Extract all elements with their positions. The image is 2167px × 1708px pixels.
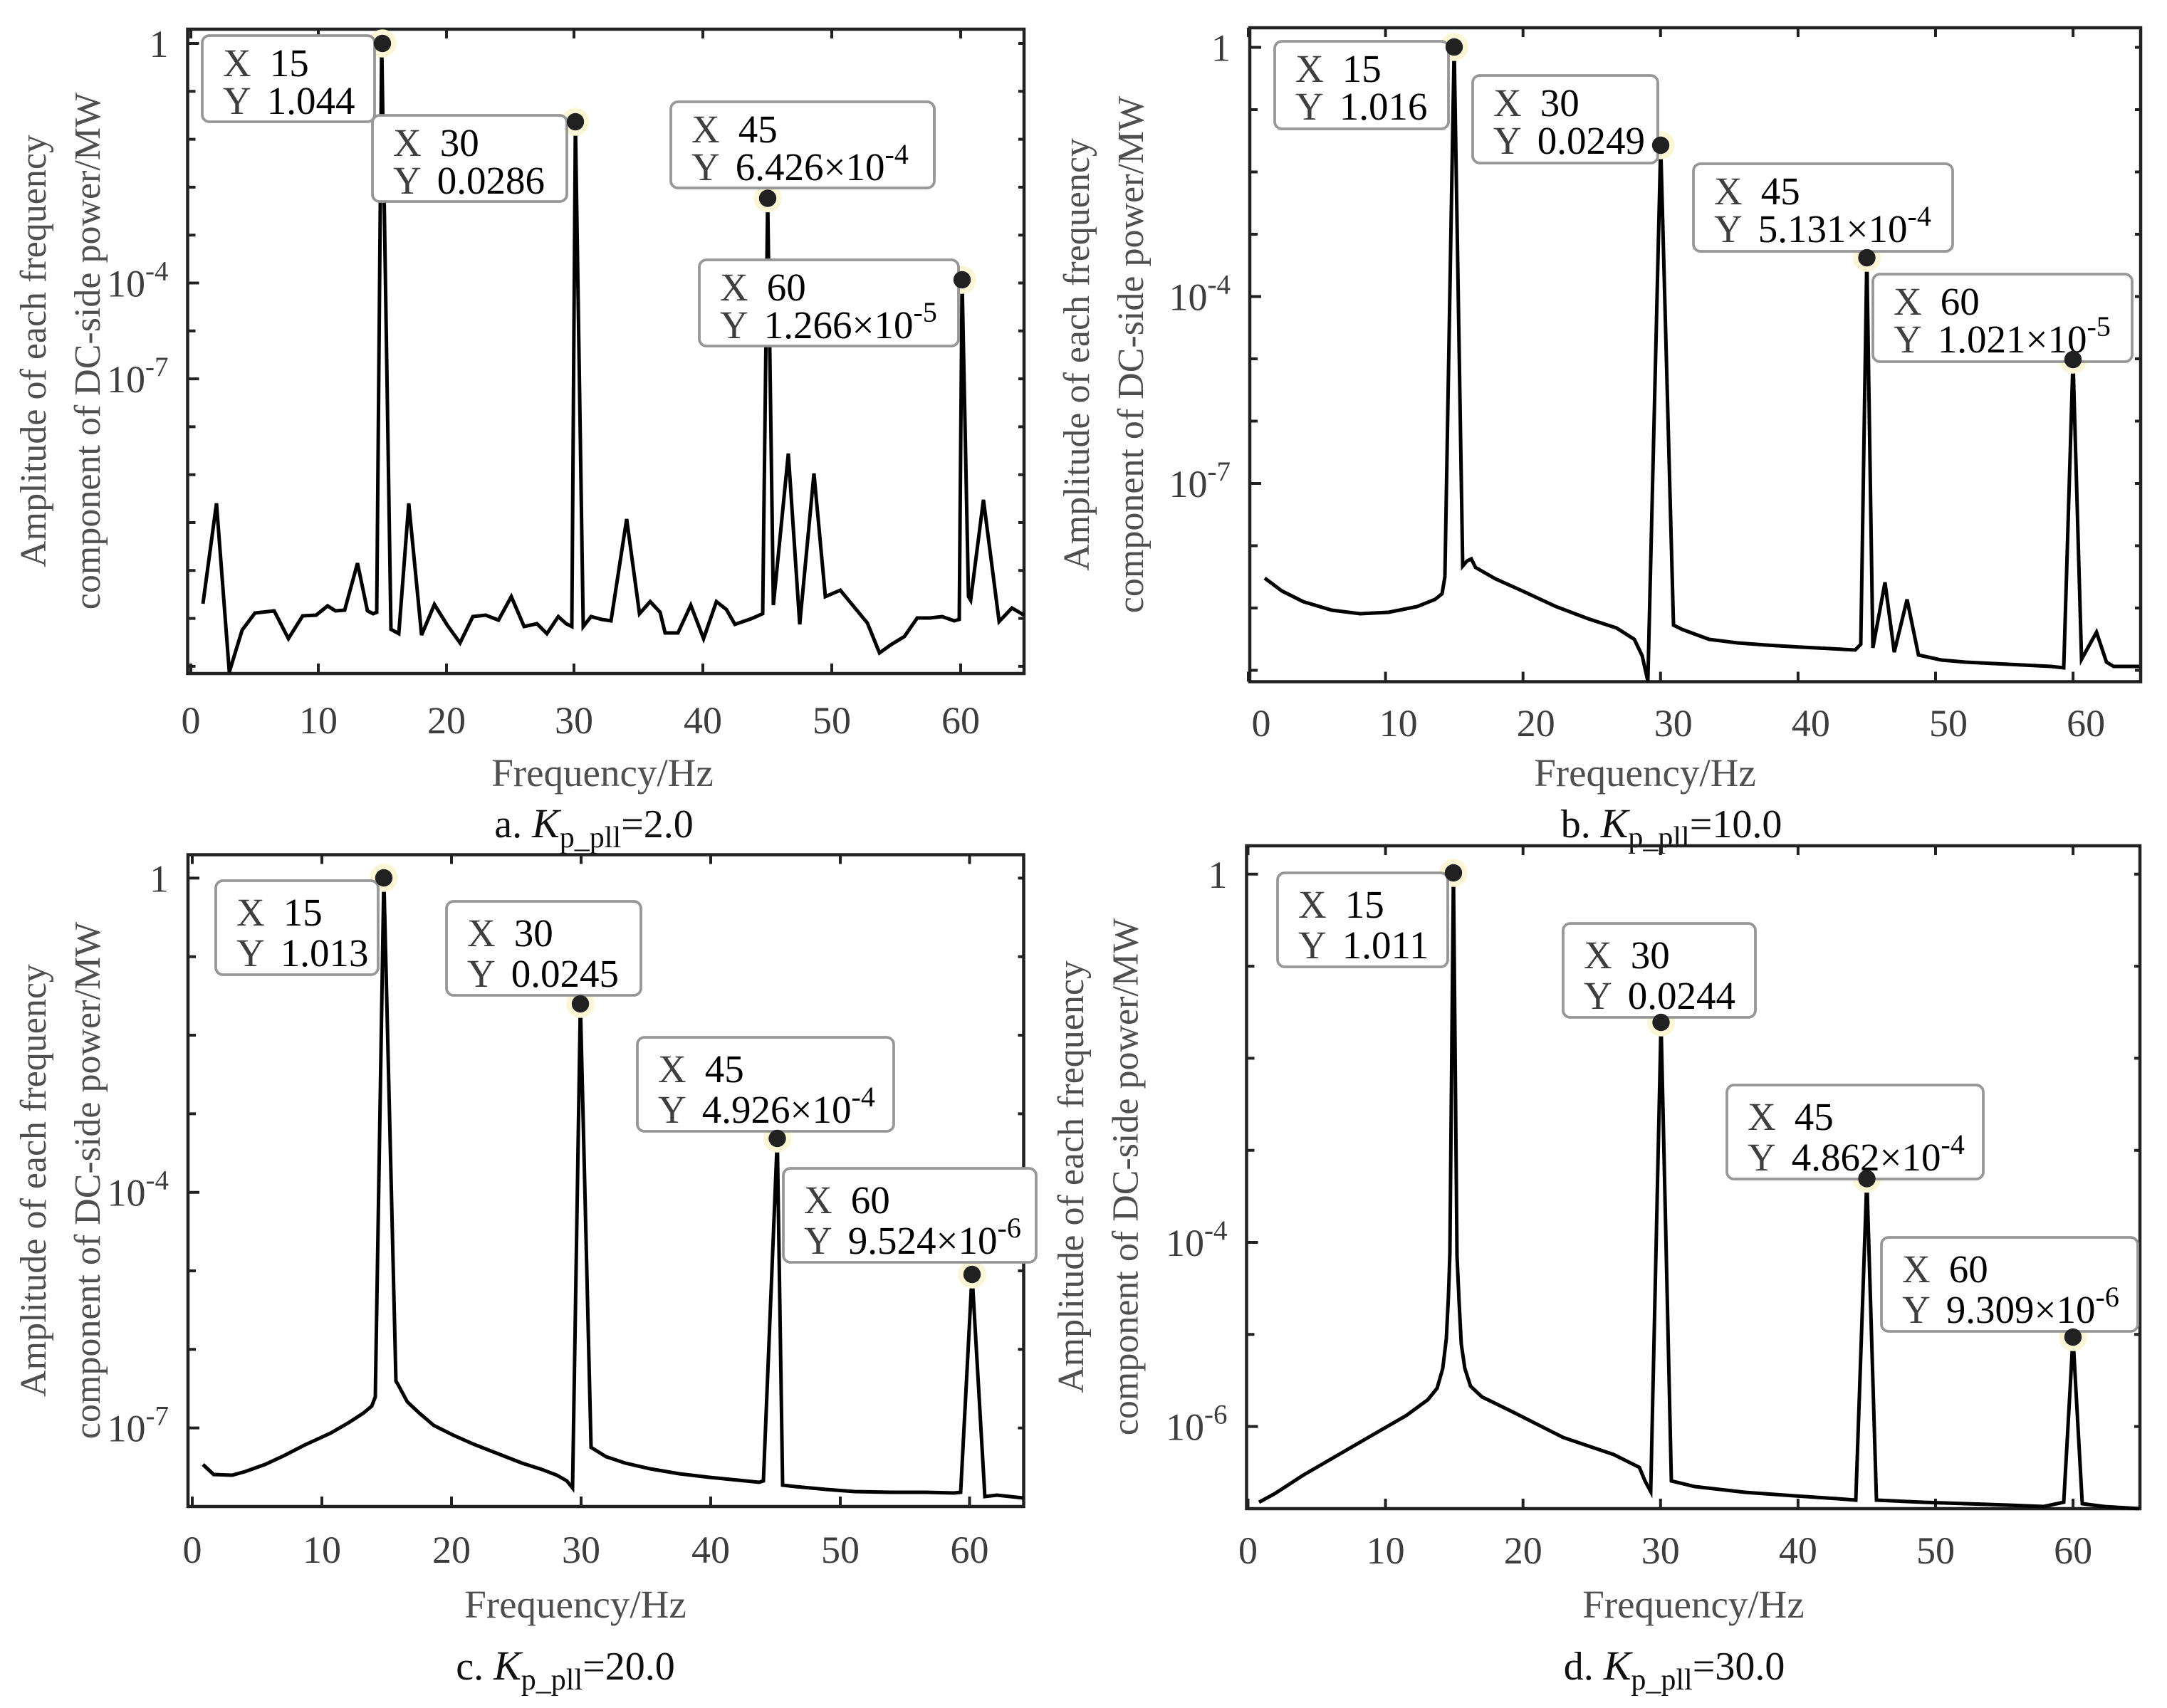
svg-text:60: 60	[941, 699, 980, 742]
svg-text:60: 60	[951, 1529, 989, 1571]
svg-text:Y0.0286: Y 0.0286	[393, 159, 545, 202]
svg-text:Y1.016: Y 1.016	[1295, 85, 1427, 128]
svg-text:30: 30	[562, 1529, 600, 1571]
svg-text:40: 40	[1792, 702, 1830, 745]
svg-text:Y1.013: Y 1.013	[236, 931, 368, 975]
svg-text:Y6.426×10-4: Y 6.426×10-4	[691, 138, 909, 189]
svg-text:1: 1	[150, 857, 169, 900]
svg-text:20: 20	[432, 1529, 471, 1571]
svg-text:50: 50	[1916, 1529, 1955, 1572]
svg-text:X30: X 30	[393, 121, 479, 164]
svg-text:X45: X 45	[1714, 169, 1800, 213]
svg-text:1: 1	[150, 23, 169, 66]
svg-text:50: 50	[821, 1529, 860, 1571]
svg-text:X15: X 15	[223, 41, 309, 85]
svg-text:30: 30	[1641, 1529, 1680, 1572]
svg-text:10: 10	[299, 699, 338, 742]
svg-text:Y0.0244: Y 0.0244	[1584, 974, 1735, 1017]
svg-text:d. Kp_pll=30.0: d. Kp_pll=30.0	[1564, 1642, 1785, 1697]
svg-text:component of DC-side power/MW: component of DC-side power/MW	[1111, 96, 1152, 613]
svg-text:0: 0	[183, 1529, 202, 1571]
svg-text:Y0.0249: Y 0.0249	[1493, 119, 1645, 162]
svg-text:X60: X 60	[804, 1178, 890, 1222]
svg-text:20: 20	[1517, 702, 1555, 745]
svg-text:component of DC-side power/MW: component of DC-side power/MW	[1106, 918, 1147, 1435]
svg-text:X30: X 30	[1493, 81, 1579, 125]
svg-text:20: 20	[427, 699, 466, 742]
svg-text:Frequency/Hz: Frequency/Hz	[464, 1583, 686, 1626]
svg-text:X60: X 60	[1902, 1247, 1988, 1291]
svg-text:Amplitude of each frequency: Amplitude of each frequency	[1057, 138, 1097, 571]
svg-text:Y9.309×10-6: Y 9.309×10-6	[1902, 1281, 2119, 1331]
svg-text:10-4: 10-4	[107, 256, 169, 305]
svg-text:Frequency/Hz: Frequency/Hz	[1534, 751, 1756, 795]
svg-text:40: 40	[684, 699, 722, 742]
svg-text:1: 1	[1208, 854, 1228, 896]
svg-text:40: 40	[691, 1529, 730, 1571]
svg-text:X30: X 30	[467, 911, 553, 955]
svg-text:X60: X 60	[1894, 280, 1980, 323]
svg-text:0: 0	[1252, 702, 1271, 745]
svg-text:X15: X 15	[1295, 47, 1382, 90]
svg-text:Y1.011: Y 1.011	[1298, 923, 1429, 967]
svg-text:10: 10	[1367, 1529, 1405, 1572]
svg-text:20: 20	[1504, 1529, 1542, 1572]
svg-text:Y9.524×10-6: Y 9.524×10-6	[804, 1212, 1021, 1262]
svg-text:component of DC-side power/MW: component of DC-side power/MW	[68, 922, 108, 1439]
svg-text:X60: X 60	[720, 266, 806, 309]
svg-text:10: 10	[1379, 702, 1418, 745]
svg-text:Y1.266×10-5: Y 1.266×10-5	[720, 296, 937, 347]
svg-text:60: 60	[2067, 702, 2105, 745]
svg-text:Y4.862×10-4: Y 4.862×10-4	[1748, 1128, 1965, 1179]
svg-text:30: 30	[1654, 702, 1693, 745]
svg-text:X15: X 15	[236, 891, 323, 934]
svg-text:1: 1	[1211, 27, 1231, 70]
svg-text:Frequency/Hz: Frequency/Hz	[491, 751, 714, 795]
svg-text:Y1.021×10-5: Y 1.021×10-5	[1894, 310, 2111, 361]
svg-text:Y0.0245: Y 0.0245	[467, 952, 619, 995]
svg-text:0: 0	[182, 699, 201, 742]
svg-text:50: 50	[813, 699, 851, 742]
svg-text:0: 0	[1238, 1529, 1258, 1572]
svg-text:30: 30	[555, 699, 593, 742]
svg-text:Frequency/Hz: Frequency/Hz	[1582, 1583, 1805, 1626]
svg-text:Amplitude of each frequency: Amplitude of each frequency	[1051, 960, 1092, 1393]
svg-text:Y5.131×10-4: Y 5.131×10-4	[1714, 200, 1931, 251]
svg-text:X45: X 45	[691, 108, 778, 151]
svg-text:X30: X 30	[1584, 933, 1670, 977]
svg-text:Amplitude of each frequency: Amplitude of each frequency	[14, 135, 54, 567]
svg-text:c. Kp_pll=20.0: c. Kp_pll=20.0	[456, 1642, 674, 1697]
svg-text:10-7: 10-7	[1169, 456, 1231, 505]
svg-text:X45: X 45	[658, 1047, 744, 1091]
svg-text:50: 50	[1929, 702, 1968, 745]
svg-text:60: 60	[2054, 1529, 2092, 1572]
svg-text:10: 10	[303, 1529, 341, 1571]
svg-text:X15: X 15	[1298, 883, 1384, 926]
svg-text:Y4.926×10-4: Y 4.926×10-4	[658, 1081, 875, 1131]
svg-text:component of DC-side power/MW: component of DC-side power/MW	[68, 93, 108, 609]
svg-text:Y1.044: Y 1.044	[223, 79, 355, 122]
svg-text:Amplitude of each frequency: Amplitude of each frequency	[14, 964, 54, 1397]
svg-text:40: 40	[1779, 1529, 1817, 1572]
svg-text:X45: X 45	[1748, 1095, 1834, 1138]
